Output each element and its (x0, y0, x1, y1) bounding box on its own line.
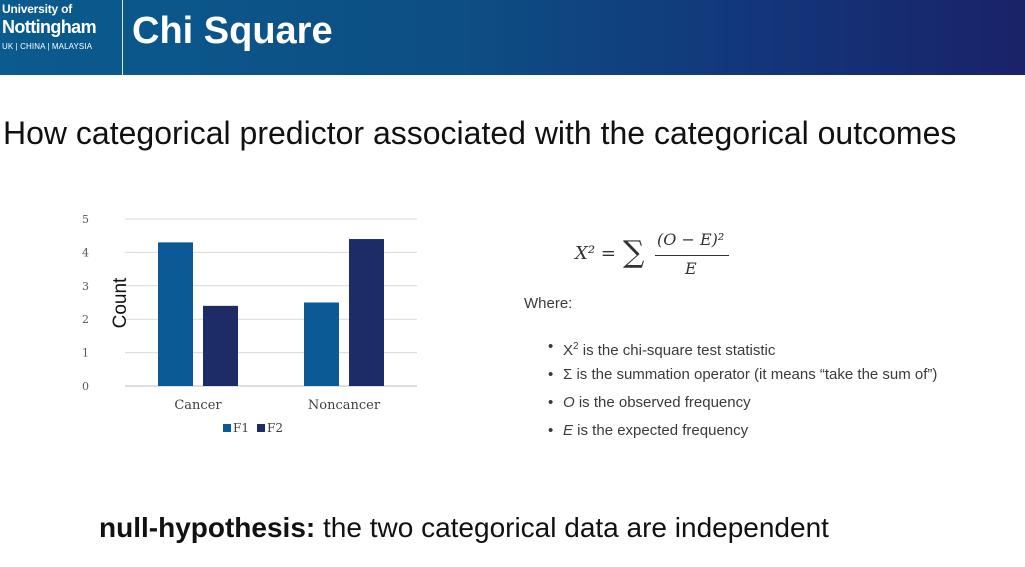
null-hypothesis-label: null-hypothesis: (99, 512, 316, 543)
y-tick-label: 3 (82, 280, 89, 293)
definition-symbol: E (563, 422, 574, 439)
slide-header: University of Nottingham UK | CHINA | MA… (0, 0, 1025, 75)
y-tick-label: 4 (82, 246, 89, 259)
logo-line-3: UK | CHINA | MALAYSIA (2, 42, 93, 51)
logo-line-1: University of (2, 2, 73, 16)
bar-f1-cancer (158, 242, 193, 386)
definition-superscript: 2 (573, 341, 579, 352)
fraction-bar (655, 255, 729, 256)
logo-line-2: Nottingham (2, 17, 97, 37)
null-hypothesis-statement: null-hypothesis: the two categorical dat… (99, 512, 829, 544)
where-label: Where: (524, 295, 573, 312)
definition-text: is the expected frequency (573, 422, 749, 439)
formula-lhs: X² = (575, 243, 616, 264)
bar-f1-noncancer (304, 302, 339, 386)
definition-symbol: O (563, 394, 575, 411)
y-axis-label: Count (110, 277, 131, 328)
definition-text: is the summation operator (it means “tak… (572, 366, 938, 383)
list-item: E is the expected frequency (548, 421, 937, 449)
legend-swatch-f1 (223, 424, 231, 432)
y-tick-label: 2 (82, 313, 89, 326)
legend-swatch-f2 (257, 424, 265, 432)
sigma-icon: ∑ (623, 235, 645, 270)
formula-denominator: E (685, 259, 697, 278)
bar-chart: 0 1 2 3 4 5 Count Cancer Noncancer F1 F2 (82, 213, 417, 435)
list-item: Σ is the summation operator (it means “t… (548, 365, 937, 393)
definition-text: is the observed frequency (574, 394, 751, 411)
y-tick-label: 5 (82, 213, 89, 226)
slide-title: Chi Square (132, 10, 333, 52)
definition-symbol: X (563, 342, 574, 359)
header-divider (122, 0, 123, 75)
university-logo: University of Nottingham UK | CHINA | MA… (2, 2, 120, 72)
x-tick-label: Noncancer (308, 398, 381, 413)
bar-f2-cancer (203, 305, 238, 386)
definition-text: is the chi-square test statistic (578, 342, 776, 359)
legend-label: F1 (233, 421, 249, 435)
definition-symbol: Σ (563, 366, 573, 383)
list-item: O is the observed frequency (548, 393, 937, 421)
null-hypothesis-text: the two categorical data are independent (315, 512, 829, 543)
slide-subtitle: How categorical predictor associated wit… (3, 115, 957, 151)
y-tick-label: 1 (82, 347, 89, 360)
y-tick-label: 0 (82, 380, 89, 393)
x-tick-label: Cancer (174, 398, 222, 413)
formula-numerator: (O − E)² (657, 230, 725, 249)
legend-label: F2 (267, 421, 283, 435)
list-item: X2 is the chi-square test statistic (548, 337, 937, 365)
definition-list: X2 is the chi-square test statistic Σ is… (548, 337, 937, 449)
bar-f2-noncancer (349, 239, 384, 386)
